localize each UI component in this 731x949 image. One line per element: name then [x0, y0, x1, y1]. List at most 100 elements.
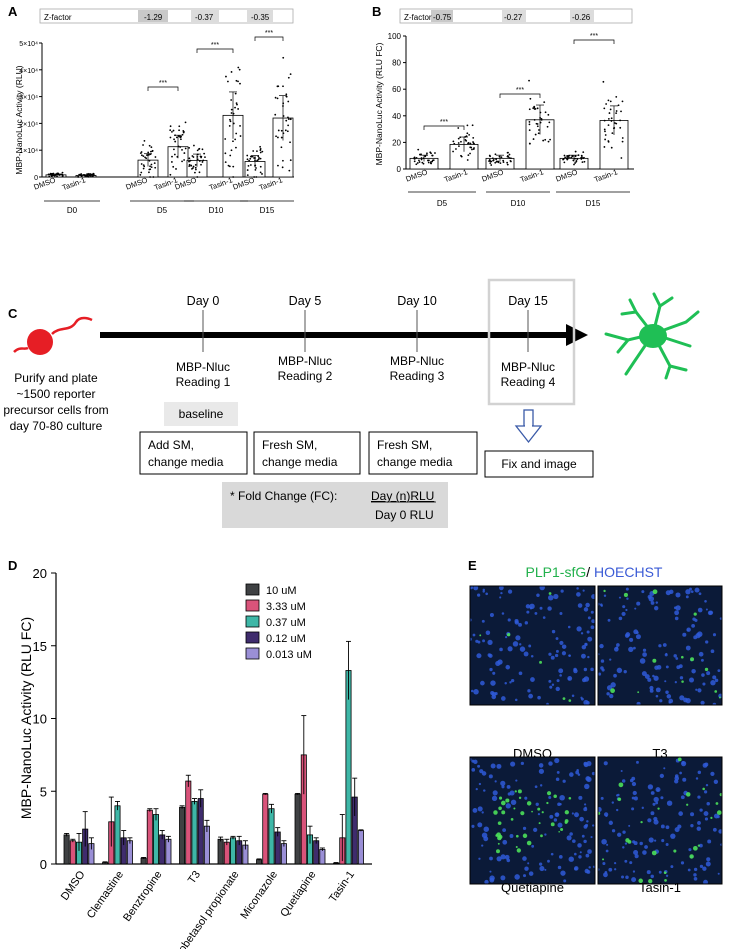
nucleus-dot	[700, 658, 704, 662]
nucleus-dot	[665, 690, 669, 695]
nucleus-dot	[481, 619, 485, 623]
panel-a-point	[255, 176, 258, 178]
panel-b-point	[610, 146, 613, 149]
nucleus-dot	[528, 871, 534, 876]
nucleus-dot	[654, 665, 659, 670]
panel-b-point	[604, 138, 607, 141]
plp1-signal-dot	[505, 798, 510, 803]
panel-b-point	[430, 152, 432, 155]
panel-a-point	[236, 103, 238, 106]
nucleus-dot	[538, 763, 544, 768]
panel-a-point	[224, 138, 227, 140]
nucleus-dot	[702, 682, 706, 686]
nucleus-dot	[693, 876, 698, 881]
panel-d-bar	[268, 808, 275, 865]
nucleus-dot	[699, 864, 704, 868]
nucleus-dot	[506, 784, 511, 789]
panel-b-point	[499, 162, 502, 165]
nucleus-dot	[642, 652, 647, 657]
panel-b-sig-bracket	[423, 125, 465, 130]
panel-a-point	[259, 171, 262, 174]
panel-a-point	[85, 174, 87, 177]
panel-a-point	[87, 175, 90, 178]
panel-b-point	[431, 154, 434, 157]
panel-a-point	[169, 173, 172, 176]
fold-change-box: * Fold Change (FC): Day (n)RLU Day 0 RLU	[222, 482, 448, 528]
nucleus-dot	[571, 694, 575, 698]
nucleus-dot	[477, 806, 483, 812]
day-5-label: Day 5	[289, 294, 322, 308]
nucleus-dot	[471, 768, 476, 772]
nucleus-dot	[482, 588, 486, 592]
panel-b-point	[575, 159, 578, 162]
panel-b-point	[573, 163, 575, 166]
plp1-signal-dot	[693, 845, 698, 851]
panel-b-point	[424, 155, 427, 158]
nucleus-dot	[629, 778, 634, 783]
nucleus-dot	[557, 822, 563, 828]
nucleus-dot	[660, 796, 664, 800]
nucleus-dot	[578, 855, 582, 859]
panel-b-point	[543, 101, 546, 104]
panel-b-point	[458, 145, 460, 148]
panel-b-point	[604, 134, 607, 136]
nucleus-dot	[583, 839, 587, 844]
nucleus-dot	[674, 774, 679, 778]
nucleus-dot	[674, 681, 677, 684]
nucleus-dot	[519, 643, 522, 646]
panel-b-point	[533, 106, 536, 109]
panel-a-ytick-label: 0	[34, 175, 38, 182]
panel-a-point	[190, 164, 192, 167]
panel-b-point	[428, 159, 430, 162]
panel-b-point	[529, 142, 531, 145]
panel-d-ytick-label: 5	[40, 784, 47, 799]
nucleus-dot	[581, 834, 585, 838]
nucleus-dot	[500, 696, 506, 701]
panel-a-point	[289, 73, 292, 76]
nucleus-dot	[655, 601, 659, 604]
nucleus-dot	[510, 761, 516, 767]
panel-a-point	[257, 158, 260, 161]
panel-b-point	[489, 160, 492, 163]
nucleus-dot	[629, 861, 633, 865]
panel-d-bar	[146, 809, 153, 865]
step-3-line-2: change media	[377, 455, 453, 469]
nucleus-dot	[483, 789, 486, 792]
plp1-signal-dot	[690, 657, 695, 662]
nucleus-dot	[574, 866, 579, 871]
nucleus-dot	[582, 589, 585, 592]
nucleus-dot	[547, 594, 554, 601]
nucleus-dot	[636, 631, 639, 634]
panel-d-bar	[217, 838, 224, 865]
nucleus-dot	[600, 659, 605, 663]
panel-b-point	[422, 162, 425, 165]
panel-b-point	[418, 159, 420, 162]
plp1-signal-dot	[618, 782, 624, 788]
nucleus-dot	[650, 601, 655, 605]
day-15-label: Day 15	[508, 294, 548, 308]
panel-a-ytick-label: 3×10⁴	[19, 95, 38, 102]
nucleus-dot	[583, 699, 589, 705]
panel-b-point	[620, 110, 622, 113]
micrograph-frame	[597, 756, 723, 885]
panel-a-point	[277, 164, 279, 167]
panel-b-point	[426, 152, 428, 155]
nucleus-dot	[562, 779, 566, 783]
nucleus-dot	[477, 764, 481, 768]
nucleus-dot	[600, 796, 604, 800]
panel-b-point	[533, 118, 536, 121]
nucleus-dot	[569, 772, 574, 777]
nucleus-dot	[642, 850, 647, 855]
panel-a-point	[169, 125, 172, 128]
nucleus-dot	[576, 587, 579, 590]
nucleus-dot	[603, 812, 609, 817]
panel-d-legend-swatch	[245, 631, 260, 644]
nucleus-dot	[713, 779, 719, 784]
step-box-3: Fresh SM, change media	[368, 431, 478, 475]
panel-b-point	[568, 156, 570, 159]
nucleus-dot	[699, 808, 703, 812]
nucleus-dot	[586, 630, 590, 634]
panel-a-point	[149, 165, 151, 168]
nucleus-dot	[507, 618, 511, 622]
plp1-signal-dot	[685, 792, 691, 797]
